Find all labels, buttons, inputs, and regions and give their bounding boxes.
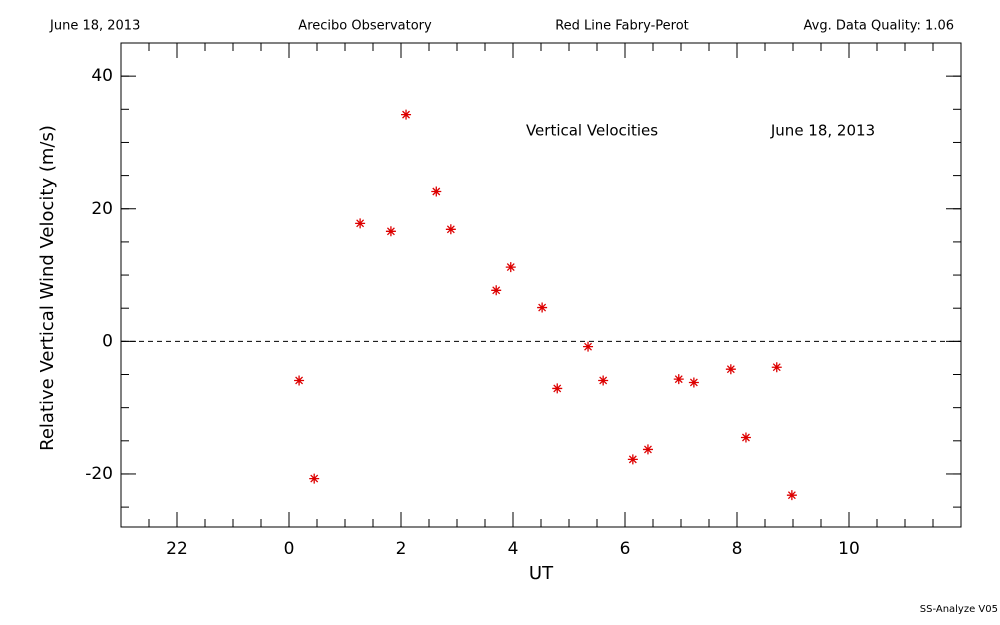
data-point xyxy=(740,432,751,443)
data-point xyxy=(355,218,366,229)
y-tick-label: 0 xyxy=(102,331,113,351)
y-tick-label: 40 xyxy=(91,66,113,86)
data-point xyxy=(688,377,699,388)
data-point xyxy=(642,444,653,455)
data-point xyxy=(786,490,797,501)
x-tick-label: 0 xyxy=(284,539,295,559)
data-point xyxy=(673,374,684,385)
x-tick-label: 4 xyxy=(508,539,519,559)
data-point xyxy=(294,375,305,386)
header-date: June 18, 2013 xyxy=(49,19,140,34)
data-point xyxy=(583,341,594,352)
data-point xyxy=(598,375,609,386)
annotation-title: Vertical Velocities xyxy=(526,122,658,140)
x-axis-label: UT xyxy=(529,563,554,584)
y-tick-label: 20 xyxy=(91,199,113,219)
data-point xyxy=(491,285,502,296)
x-tick-label: 22 xyxy=(166,539,188,559)
data-point xyxy=(627,454,638,465)
data-point xyxy=(771,362,782,373)
data-point xyxy=(309,473,320,484)
footer: SS-Analyze V05 xyxy=(920,604,998,615)
x-tick-label: 2 xyxy=(396,539,407,559)
data-point xyxy=(431,186,442,197)
header-quality: Avg. Data Quality: 1.06 xyxy=(804,19,954,34)
data-point xyxy=(445,224,456,235)
data-point xyxy=(537,302,548,313)
data-point xyxy=(505,262,516,273)
data-point xyxy=(725,364,736,375)
data-point xyxy=(385,226,396,237)
plot-frame xyxy=(120,42,962,528)
x-tick-label: 8 xyxy=(732,539,743,559)
y-axis-label: Relative Vertical Wind Velocity (m/s) xyxy=(37,125,58,451)
x-tick-label: 10 xyxy=(838,539,860,559)
header-instrument: Red Line Fabry-Perot xyxy=(555,19,689,34)
data-point xyxy=(401,109,412,120)
x-tick-label: 6 xyxy=(620,539,631,559)
y-tick-label: -20 xyxy=(85,464,113,484)
header-site: Arecibo Observatory xyxy=(298,19,432,34)
annotation-date: June 18, 2013 xyxy=(770,122,875,140)
data-point xyxy=(552,383,563,394)
